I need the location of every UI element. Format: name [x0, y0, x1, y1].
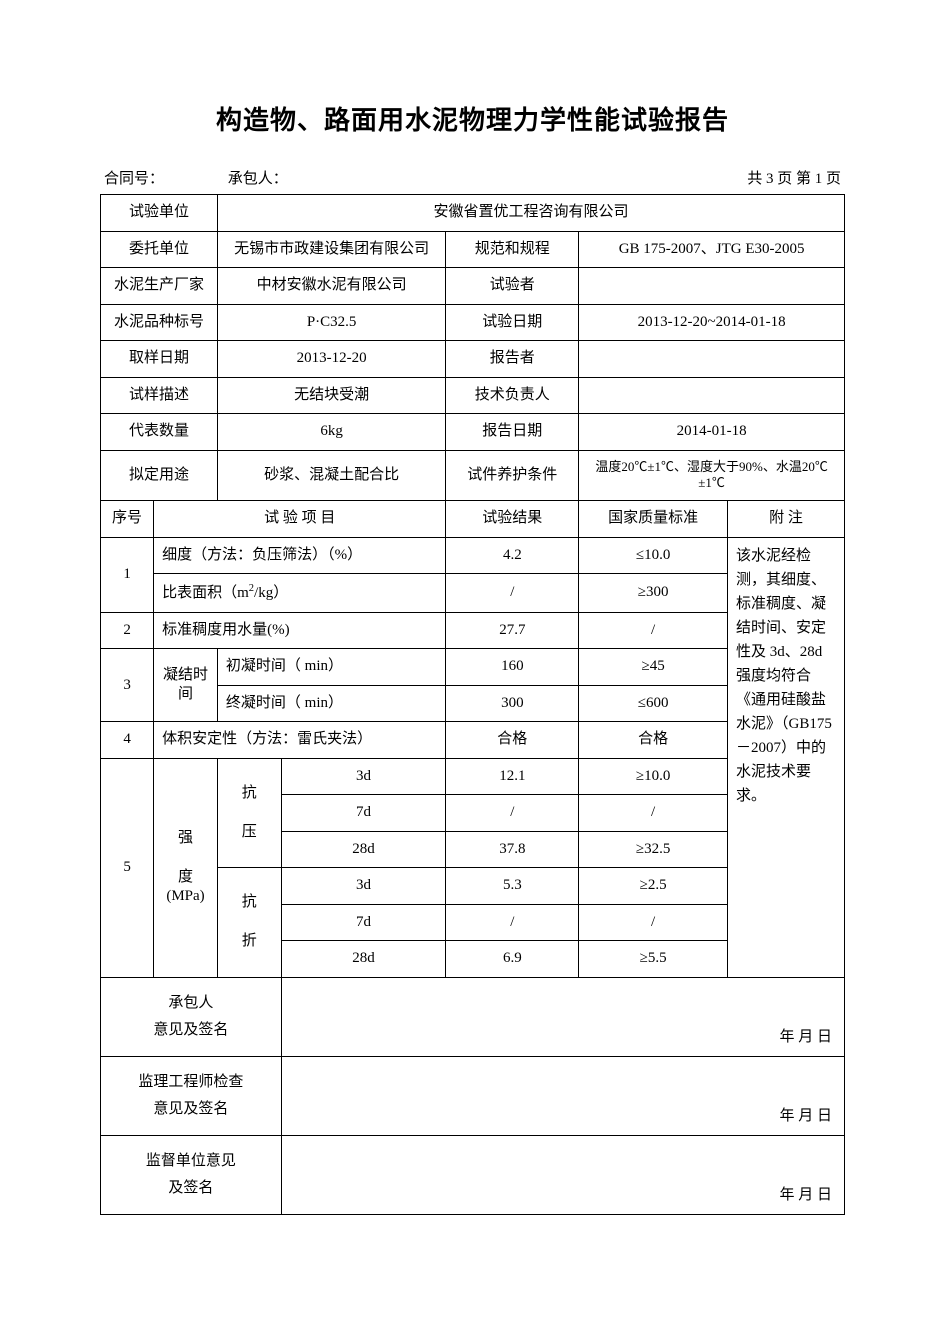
res-1a: 4.2 — [446, 537, 579, 574]
label-curing: 试件养护条件 — [446, 450, 579, 501]
res-3a: 160 — [446, 649, 579, 686]
label-qty: 代表数量 — [101, 414, 218, 451]
age-7d-1: 7d — [281, 795, 446, 832]
label-tech-lead: 技术负责人 — [446, 377, 579, 414]
age-7d-2: 7d — [281, 904, 446, 941]
res-2: 27.7 — [446, 612, 579, 649]
seq-2: 2 — [101, 612, 154, 649]
label-spec: 规范和规程 — [446, 231, 579, 268]
val-curing: 温度20℃±1℃、湿度大于90%、水温20℃±1℃ — [579, 450, 845, 501]
age-28d-1: 28d — [281, 831, 446, 868]
item-4: 体积安定性（方法：雷氏夹法） — [154, 722, 446, 759]
col-item: 试 验 项 目 — [154, 501, 446, 538]
val-client: 无锡市市政建设集团有限公司 — [217, 231, 445, 268]
std-5d: ≥2.5 — [579, 868, 728, 905]
seq-1: 1 — [101, 537, 154, 612]
val-grade: P·C32.5 — [217, 304, 445, 341]
sub-compress: 抗压 — [217, 758, 281, 868]
contractor-label: 承包人： — [228, 167, 288, 188]
sig-supervisor-field: 年 月 日 — [281, 1056, 844, 1135]
col-seq: 序号 — [101, 501, 154, 538]
val-report-date: 2014-01-18 — [579, 414, 845, 451]
sub-flexural: 抗折 — [217, 868, 281, 978]
res-5f: 6.9 — [446, 941, 579, 978]
item-2: 标准稠度用水量(%) — [154, 612, 446, 649]
std-4: 合格 — [579, 722, 728, 759]
std-1a: ≤10.0 — [579, 537, 728, 574]
item-3a: 初凝时间（ min） — [217, 649, 445, 686]
label-mfr: 水泥生产厂家 — [101, 268, 218, 305]
seq-4: 4 — [101, 722, 154, 759]
label-tester: 试验者 — [446, 268, 579, 305]
res-5c: 37.8 — [446, 831, 579, 868]
label-sample-date: 取样日期 — [101, 341, 218, 378]
sig-inspector-field: 年 月 日 — [281, 1135, 844, 1214]
page-info: 共 3 页 第 1 页 — [747, 167, 841, 188]
std-5a: ≥10.0 — [579, 758, 728, 795]
val-reporter — [579, 341, 845, 378]
val-qty: 6kg — [217, 414, 445, 451]
std-3b: ≤600 — [579, 685, 728, 722]
col-result: 试验结果 — [446, 501, 579, 538]
item-3b: 终凝时间（ min） — [217, 685, 445, 722]
label-grade: 水泥品种标号 — [101, 304, 218, 341]
age-3d-1: 3d — [281, 758, 446, 795]
report-table: 试验单位 安徽省置优工程咨询有限公司 委托单位 无锡市市政建设集团有限公司 规范… — [100, 194, 845, 1215]
std-5c: ≥32.5 — [579, 831, 728, 868]
std-5f: ≥5.5 — [579, 941, 728, 978]
std-3a: ≥45 — [579, 649, 728, 686]
sig-inspector-label: 监督单位意见及签名 — [101, 1135, 282, 1214]
res-5b: / — [446, 795, 579, 832]
std-2: / — [579, 612, 728, 649]
label-reporter: 报告者 — [446, 341, 579, 378]
sig-contractor-field: 年 月 日 — [281, 977, 844, 1056]
sig-supervisor-label: 监理工程师检查意见及签名 — [101, 1056, 282, 1135]
group-strength: 强度(MPa) — [154, 758, 218, 977]
seq-5: 5 — [101, 758, 154, 977]
item-1a: 细度（方法：负压筛法）（%） — [154, 537, 446, 574]
res-3b: 300 — [446, 685, 579, 722]
sig-contractor-label: 承包人意见及签名 — [101, 977, 282, 1056]
val-sample-date: 2013-12-20 — [217, 341, 445, 378]
header-row: 合同号： 承包人： 共 3 页 第 1 页 — [100, 167, 845, 188]
report-title: 构造物、路面用水泥物理力学性能试验报告 — [100, 100, 845, 137]
group-setting-time: 凝结时间 — [154, 649, 218, 722]
std-1b: ≥300 — [579, 574, 728, 613]
res-5d: 5.3 — [446, 868, 579, 905]
col-remark: 附 注 — [728, 501, 845, 538]
std-5b: / — [579, 795, 728, 832]
val-test-unit: 安徽省置优工程咨询有限公司 — [217, 195, 844, 232]
val-mfr: 中材安徽水泥有限公司 — [217, 268, 445, 305]
val-tester — [579, 268, 845, 305]
label-test-unit: 试验单位 — [101, 195, 218, 232]
label-client: 委托单位 — [101, 231, 218, 268]
res-5a: 12.1 — [446, 758, 579, 795]
age-3d-2: 3d — [281, 868, 446, 905]
res-4: 合格 — [446, 722, 579, 759]
seq-3: 3 — [101, 649, 154, 722]
age-28d-2: 28d — [281, 941, 446, 978]
res-5e: / — [446, 904, 579, 941]
remark-text: 该水泥经检测，其细度、标准稠度、凝结时间、安定性及 3d、28d 强度均符合《通… — [728, 537, 845, 977]
item-1b: 比表面积（m2/kg） — [154, 574, 446, 613]
val-test-date: 2013-12-20~2014-01-18 — [579, 304, 845, 341]
label-usage: 拟定用途 — [101, 450, 218, 501]
label-report-date: 报告日期 — [446, 414, 579, 451]
label-test-date: 试验日期 — [446, 304, 579, 341]
std-5e: / — [579, 904, 728, 941]
val-usage: 砂浆、混凝土配合比 — [217, 450, 445, 501]
label-sample-desc: 试样描述 — [101, 377, 218, 414]
col-standard: 国家质量标准 — [579, 501, 728, 538]
val-spec: GB 175-2007、JTG E30-2005 — [579, 231, 845, 268]
contract-label: 合同号： — [104, 167, 164, 188]
val-sample-desc: 无结块受潮 — [217, 377, 445, 414]
res-1b: / — [446, 574, 579, 613]
val-tech-lead — [579, 377, 845, 414]
